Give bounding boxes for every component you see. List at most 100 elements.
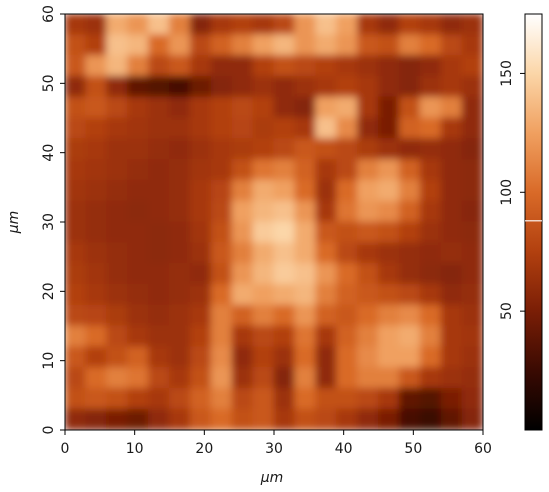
heatmap-cell (398, 304, 421, 327)
heatmap-cell (273, 34, 296, 57)
heatmap-cell (357, 14, 379, 36)
heatmap-cell (189, 367, 212, 389)
heatmap-cell (106, 325, 129, 348)
heatmap-cell (65, 325, 87, 348)
heatmap-cell (461, 367, 483, 389)
colorbar-tick-label: 50 (499, 302, 515, 320)
heatmap-cell (440, 221, 463, 244)
heatmap-cell (127, 117, 150, 140)
heatmap-cell (357, 283, 379, 306)
heatmap-cell (127, 367, 150, 389)
heatmap-cell (252, 387, 275, 410)
heatmap-cell (85, 138, 108, 161)
heatmap-cell (210, 34, 233, 57)
heatmap-cell (189, 221, 212, 244)
heatmap-cell (127, 346, 150, 369)
heatmap-cell (189, 179, 212, 202)
heatmap-cell (85, 14, 108, 36)
heatmap-cell (189, 14, 212, 36)
heatmap-cell (85, 96, 108, 119)
heatmap-cell (461, 96, 483, 119)
heatmap-cell (231, 117, 254, 140)
heatmap-cell (189, 75, 212, 98)
heatmap-cell (148, 200, 170, 223)
heatmap-cell (252, 263, 275, 285)
heatmap-cell (106, 367, 129, 389)
heatmap-cell (106, 117, 129, 140)
heatmap-cell (378, 200, 400, 223)
heatmap-image (65, 14, 483, 430)
heatmap-cell (148, 96, 170, 119)
heatmap-cell (65, 55, 87, 77)
heatmap-cell (85, 117, 108, 140)
heatmap-cell (148, 242, 170, 265)
heatmap-cell (169, 346, 191, 369)
heatmap-cell (231, 221, 254, 244)
heatmap-cell (106, 304, 129, 327)
heatmap-cell (169, 75, 191, 98)
heatmap-cell (210, 325, 233, 348)
x-tick-label: 50 (404, 441, 422, 457)
heatmap-cell (148, 221, 170, 244)
heatmap-cell (336, 138, 359, 161)
heatmap-cell (189, 159, 212, 181)
heatmap-cell (419, 346, 442, 369)
heatmap-cell (336, 55, 359, 77)
heatmap-cell (440, 387, 463, 410)
heatmap-cell (231, 96, 254, 119)
heatmap-cell (357, 75, 379, 98)
x-axis-title: µm (260, 470, 284, 486)
heatmap-cell (210, 221, 233, 244)
heatmap-cell (294, 55, 317, 77)
heatmap-cell (357, 387, 379, 410)
heatmap-cell (273, 346, 296, 369)
heatmap-cell (378, 367, 400, 389)
heatmap-cell (315, 179, 338, 202)
heatmap-cell (378, 283, 400, 306)
heatmap-cell (127, 159, 150, 181)
heatmap-cell (106, 242, 129, 265)
heatmap-cell (378, 75, 400, 98)
heatmap-cell (231, 200, 254, 223)
heatmap-cell (461, 283, 483, 306)
heatmap-cell (294, 14, 317, 36)
heatmap-cell (294, 263, 317, 285)
heatmap-cell (169, 159, 191, 181)
heatmap-cell (315, 117, 338, 140)
heatmap-cell (273, 96, 296, 119)
heatmap-cell (189, 96, 212, 119)
heatmap-cell (461, 304, 483, 327)
heatmap-cell (210, 159, 233, 181)
heatmap-cell (127, 55, 150, 77)
x-tick-label: 30 (265, 441, 283, 457)
heatmap-cell (252, 325, 275, 348)
heatmap-cell (231, 55, 254, 77)
heatmap-cell (357, 96, 379, 119)
heatmap-cell (315, 387, 338, 410)
heatmap-cell (273, 75, 296, 98)
heatmap-cell (378, 159, 400, 181)
heatmap-cell (169, 387, 191, 410)
heatmap-cell (273, 283, 296, 306)
heatmap-cell (189, 55, 212, 77)
heatmap-cell (127, 242, 150, 265)
heatmap-cell (378, 96, 400, 119)
heatmap-cell (252, 304, 275, 327)
heatmap-cell (169, 283, 191, 306)
heatmap-cell (148, 179, 170, 202)
heatmap-cell (210, 200, 233, 223)
heatmap-cell (148, 304, 170, 327)
heatmap-cell (148, 34, 170, 57)
heatmap-cell (315, 55, 338, 77)
heatmap-cell (85, 55, 108, 77)
heatmap-cell (231, 179, 254, 202)
heatmap-cell (461, 408, 483, 430)
colorbar-gradient (524, 13, 543, 431)
heatmap-cell (65, 179, 87, 202)
heatmap-cell (127, 14, 150, 36)
heatmap-cell (315, 263, 338, 285)
heatmap-cell (148, 283, 170, 306)
heatmap-cell (189, 34, 212, 57)
heatmap-cell (106, 221, 129, 244)
